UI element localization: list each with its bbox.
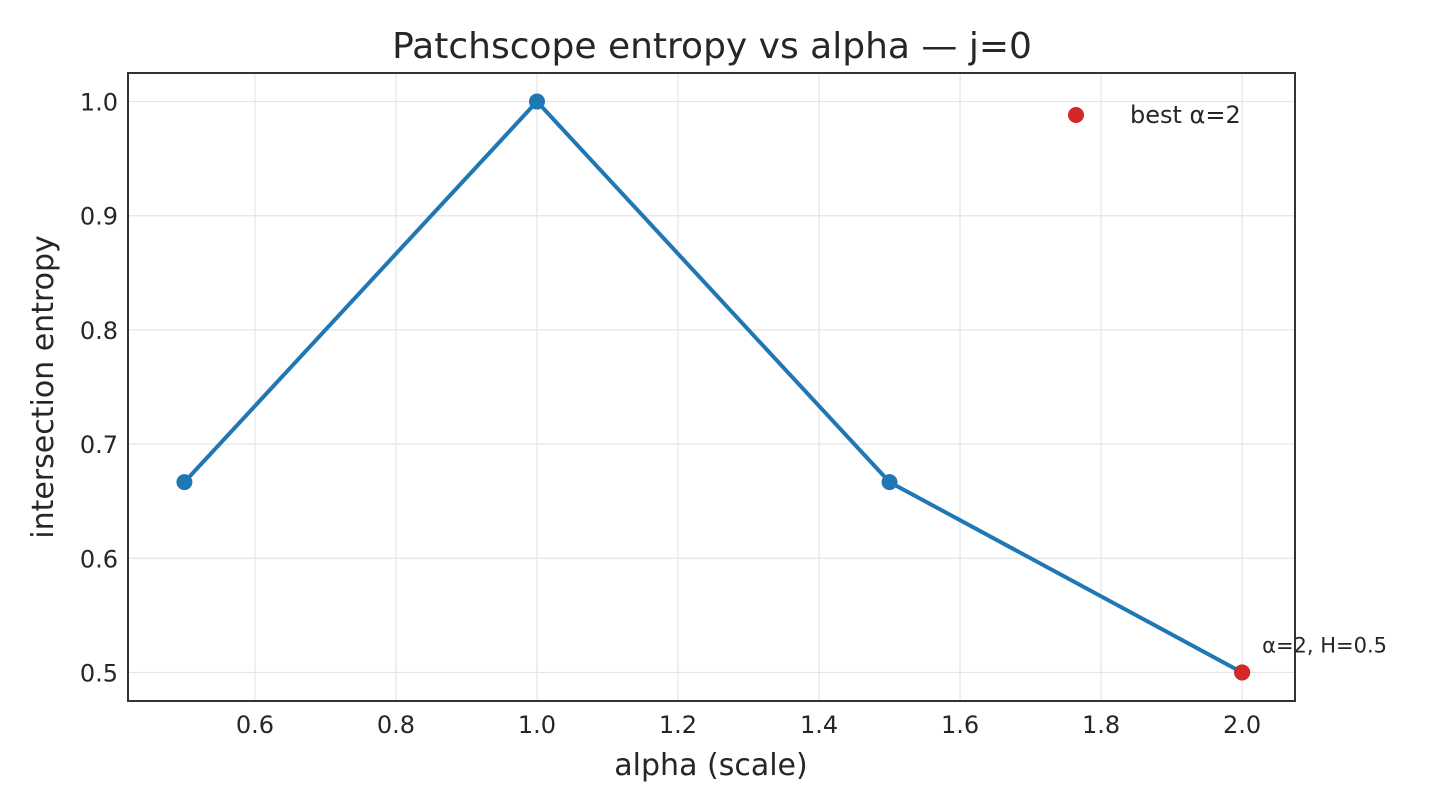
x-tick-label: 2.0 — [1223, 711, 1261, 739]
y-tick-label: 0.9 — [80, 203, 118, 231]
x-tick-label: 1.4 — [800, 711, 838, 739]
legend-label: best α=2 — [1130, 101, 1241, 129]
x-tick-label: 1.2 — [659, 711, 697, 739]
data-point — [528, 93, 545, 110]
grid-lines — [128, 73, 1295, 701]
legend-marker — [1068, 107, 1084, 123]
chart-title: Patchscope entropy vs alpha — j=0 — [392, 26, 1032, 67]
y-tick-label: 0.6 — [80, 545, 118, 573]
legend: best α=2 — [1068, 101, 1241, 129]
x-tick-label: 1.6 — [941, 711, 979, 739]
x-axis-label: alpha (scale) — [614, 748, 807, 783]
y-tick-label: 0.8 — [80, 317, 118, 345]
y-tick-label: 0.5 — [80, 659, 118, 687]
x-tick-label: 1.8 — [1082, 711, 1120, 739]
y-tick-label: 0.7 — [80, 431, 118, 459]
series-line — [182, 99, 1244, 675]
plot-frame — [127, 72, 1296, 702]
y-tick-label: 1.0 — [80, 89, 118, 117]
data-point — [176, 474, 193, 491]
x-tick-label: 0.6 — [236, 711, 274, 739]
y-axis-ticks: 0.5 0.6 0.7 0.8 0.9 1.0 — [80, 89, 118, 688]
x-tick-label: 1.0 — [518, 711, 556, 739]
x-axis-ticks: 0.6 0.8 1.0 1.2 1.4 1.6 1.8 2.0 — [236, 711, 1261, 739]
best-point-annotation: α=2, H=0.5 — [1262, 633, 1387, 657]
x-tick-label: 0.8 — [377, 711, 415, 739]
series-layer — [176, 93, 1251, 681]
y-axis-label: intersection entropy — [26, 235, 61, 539]
best-point-marker — [1234, 664, 1251, 681]
data-point — [881, 474, 898, 491]
